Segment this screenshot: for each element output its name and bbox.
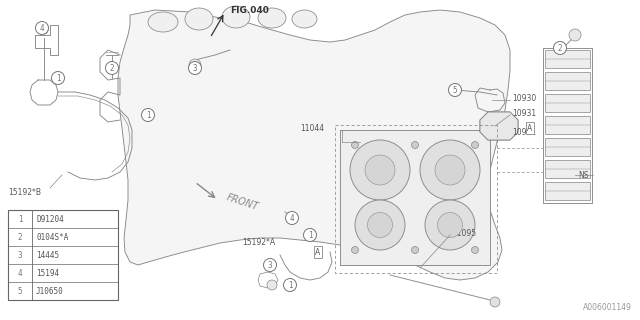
Circle shape <box>350 140 410 200</box>
Circle shape <box>35 21 49 35</box>
Ellipse shape <box>258 8 286 28</box>
Ellipse shape <box>148 12 178 32</box>
Ellipse shape <box>185 8 213 30</box>
Text: 10930: 10930 <box>512 93 536 102</box>
Bar <box>545 94 590 112</box>
Circle shape <box>367 212 392 237</box>
Circle shape <box>189 61 202 75</box>
Text: NS: NS <box>578 171 589 180</box>
Polygon shape <box>118 10 510 280</box>
Circle shape <box>141 108 154 122</box>
Circle shape <box>472 141 479 148</box>
Bar <box>8 210 118 300</box>
Ellipse shape <box>292 10 317 28</box>
Circle shape <box>189 59 201 71</box>
Circle shape <box>40 26 48 34</box>
Bar <box>543 48 592 203</box>
Text: 1: 1 <box>288 281 292 290</box>
Text: 1: 1 <box>308 230 312 239</box>
Circle shape <box>420 140 480 200</box>
Circle shape <box>107 63 117 73</box>
Text: 3: 3 <box>193 63 197 73</box>
Circle shape <box>14 285 26 297</box>
Circle shape <box>51 71 65 84</box>
Circle shape <box>554 42 566 54</box>
Text: 15192*A: 15192*A <box>242 237 275 246</box>
Polygon shape <box>480 112 518 140</box>
Text: 4: 4 <box>290 213 294 222</box>
Text: FIG.040: FIG.040 <box>230 5 269 14</box>
Circle shape <box>425 200 475 250</box>
Ellipse shape <box>222 6 250 28</box>
Text: 1: 1 <box>18 214 22 223</box>
Text: J10650: J10650 <box>36 286 64 295</box>
Circle shape <box>449 84 461 96</box>
Text: A: A <box>316 247 321 257</box>
Circle shape <box>412 141 419 148</box>
Circle shape <box>569 29 581 41</box>
Circle shape <box>14 213 26 225</box>
Text: 4: 4 <box>40 23 44 33</box>
Circle shape <box>472 246 479 253</box>
Circle shape <box>355 200 405 250</box>
Text: 11044: 11044 <box>300 124 324 132</box>
Circle shape <box>351 246 358 253</box>
Text: 0104S*A: 0104S*A <box>36 233 68 242</box>
Circle shape <box>287 213 297 223</box>
Circle shape <box>143 110 153 120</box>
Circle shape <box>14 231 26 243</box>
Text: 5: 5 <box>18 286 22 295</box>
Bar <box>545 50 590 68</box>
Circle shape <box>351 141 358 148</box>
Text: 2: 2 <box>18 233 22 242</box>
Circle shape <box>14 267 26 279</box>
Circle shape <box>303 228 317 242</box>
Text: A006001149: A006001149 <box>583 303 632 312</box>
Text: 10921: 10921 <box>512 127 536 137</box>
Text: 3: 3 <box>18 251 22 260</box>
Polygon shape <box>340 130 490 265</box>
Text: 11095: 11095 <box>452 228 476 237</box>
Text: 10931: 10931 <box>512 108 536 117</box>
Text: 3: 3 <box>268 260 272 269</box>
Circle shape <box>438 212 463 237</box>
Bar <box>545 182 590 200</box>
Text: 14445: 14445 <box>36 251 59 260</box>
Circle shape <box>284 278 296 292</box>
Text: 1: 1 <box>56 74 60 83</box>
Text: 1: 1 <box>146 110 150 119</box>
Bar <box>545 116 590 134</box>
Circle shape <box>106 61 118 75</box>
Text: 5: 5 <box>452 85 458 94</box>
Circle shape <box>264 259 276 271</box>
Text: D91204: D91204 <box>36 214 64 223</box>
Circle shape <box>285 212 298 225</box>
Circle shape <box>490 297 500 307</box>
Text: 2: 2 <box>557 44 563 52</box>
Bar <box>335 125 497 273</box>
Text: A: A <box>527 124 532 132</box>
Circle shape <box>14 249 26 261</box>
Bar <box>545 160 590 178</box>
Circle shape <box>435 155 465 185</box>
Circle shape <box>265 260 275 270</box>
Text: 4: 4 <box>18 268 22 277</box>
Bar <box>545 138 590 156</box>
Text: 15194: 15194 <box>36 268 59 277</box>
Text: 15192*B: 15192*B <box>8 188 41 196</box>
Bar <box>545 72 590 90</box>
Circle shape <box>365 155 395 185</box>
Text: FRONT: FRONT <box>225 192 260 212</box>
Text: 2: 2 <box>109 63 115 73</box>
Circle shape <box>267 280 277 290</box>
Circle shape <box>412 246 419 253</box>
Circle shape <box>449 84 461 97</box>
